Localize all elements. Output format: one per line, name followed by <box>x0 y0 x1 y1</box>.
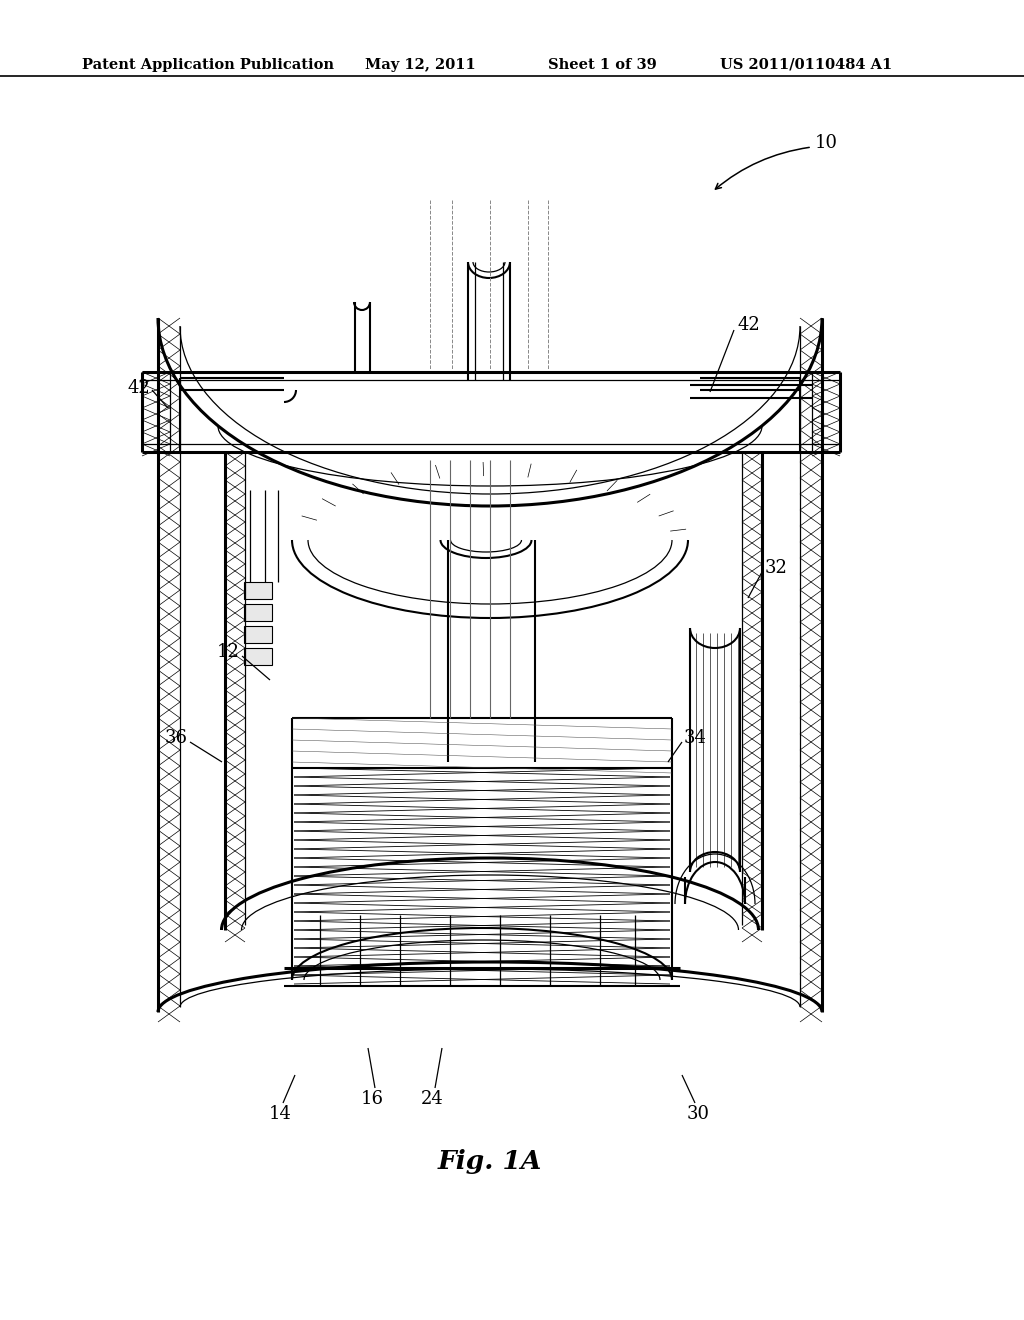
Text: 16: 16 <box>360 1090 384 1107</box>
Text: 10: 10 <box>815 135 838 152</box>
Text: Patent Application Publication: Patent Application Publication <box>82 58 334 73</box>
FancyBboxPatch shape <box>244 605 272 620</box>
Text: Fig. 1A: Fig. 1A <box>438 1150 542 1175</box>
Text: 30: 30 <box>686 1105 710 1123</box>
Text: 14: 14 <box>268 1105 292 1123</box>
Text: 32: 32 <box>765 558 787 577</box>
Text: 24: 24 <box>421 1090 443 1107</box>
Text: 12: 12 <box>217 643 240 661</box>
FancyBboxPatch shape <box>244 626 272 643</box>
FancyBboxPatch shape <box>244 582 272 599</box>
Text: 34: 34 <box>684 729 707 747</box>
Text: 42: 42 <box>737 315 760 334</box>
Text: 42: 42 <box>127 379 150 397</box>
FancyBboxPatch shape <box>244 648 272 665</box>
Text: Sheet 1 of 39: Sheet 1 of 39 <box>548 58 656 73</box>
Text: US 2011/0110484 A1: US 2011/0110484 A1 <box>720 58 892 73</box>
Text: May 12, 2011: May 12, 2011 <box>365 58 476 73</box>
Text: 36: 36 <box>165 729 188 747</box>
